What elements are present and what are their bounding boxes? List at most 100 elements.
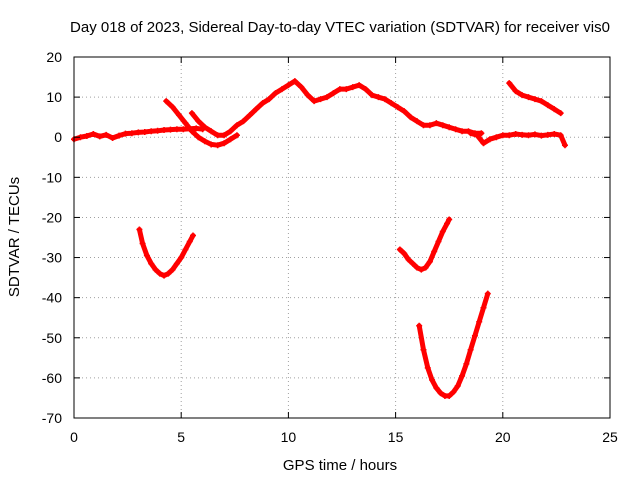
data-point xyxy=(259,100,266,107)
data-point xyxy=(165,270,172,277)
data-point xyxy=(405,256,412,263)
data-point xyxy=(471,332,478,339)
y-tick-label: -40 xyxy=(42,290,62,306)
data-point xyxy=(407,114,414,121)
data-point xyxy=(152,266,159,273)
data-point xyxy=(227,136,234,143)
data-point xyxy=(519,92,526,99)
data-point xyxy=(311,98,318,105)
data-point xyxy=(193,125,200,132)
data-point xyxy=(484,290,491,297)
data-point xyxy=(201,138,208,145)
series-arc-baseline-early xyxy=(71,125,206,143)
y-tick-label: -70 xyxy=(42,410,62,426)
data-point xyxy=(136,226,143,233)
data-point xyxy=(446,216,453,223)
data-point xyxy=(422,264,429,271)
data-point xyxy=(272,90,279,97)
data-point xyxy=(525,94,532,101)
y-tick-label: -60 xyxy=(42,370,62,386)
y-tick-label: 20 xyxy=(46,49,62,65)
data-point xyxy=(444,220,451,227)
data-point xyxy=(420,346,427,353)
data-point xyxy=(544,131,551,138)
data-point xyxy=(356,82,363,89)
data-point xyxy=(437,390,444,397)
series-arc-late-decline xyxy=(506,80,564,117)
data-point xyxy=(435,238,442,245)
data-point xyxy=(330,90,337,97)
data-point xyxy=(561,142,568,149)
data-point xyxy=(401,250,408,257)
data-point xyxy=(163,98,170,105)
data-point xyxy=(414,118,421,125)
data-point xyxy=(478,130,485,137)
data-point xyxy=(186,238,193,245)
data-point xyxy=(467,346,474,353)
data-point xyxy=(143,252,150,259)
data-point xyxy=(240,118,247,125)
data-point xyxy=(195,134,202,141)
data-point xyxy=(109,135,116,142)
data-point xyxy=(291,78,298,85)
data-point xyxy=(459,128,466,135)
series-trace xyxy=(468,130,568,148)
data-point xyxy=(557,132,564,139)
series-arc-deep-bowl xyxy=(416,290,491,399)
series-arc-morning-bowl xyxy=(136,226,196,279)
x-tick-label: 5 xyxy=(177,429,185,445)
x-tick-label: 10 xyxy=(281,429,297,445)
data-point xyxy=(557,110,564,117)
gridlines xyxy=(74,57,610,418)
data-point xyxy=(90,131,97,138)
data-point xyxy=(499,132,506,139)
data-point xyxy=(148,260,155,267)
data-point xyxy=(173,260,180,267)
data-point xyxy=(375,94,382,101)
data-point xyxy=(246,112,253,119)
data-point xyxy=(182,120,189,127)
chart-title: Day 018 of 2023, Sidereal Day-to-day VTE… xyxy=(70,19,610,36)
data-point xyxy=(336,86,343,93)
y-tick-label: -30 xyxy=(42,250,62,266)
data-point xyxy=(459,372,466,379)
data-point xyxy=(429,376,436,383)
data-point xyxy=(394,104,401,111)
data-point xyxy=(178,254,185,261)
data-point xyxy=(83,133,90,140)
y-tick-label: -10 xyxy=(42,169,62,185)
data-point xyxy=(161,272,168,279)
data-point xyxy=(304,92,311,99)
data-point xyxy=(285,82,292,89)
data-point xyxy=(426,122,433,129)
data-point xyxy=(253,106,260,113)
data-point xyxy=(189,232,196,239)
data-point xyxy=(493,134,500,141)
data-point xyxy=(433,384,440,391)
data-point xyxy=(525,132,532,139)
x-tick-label: 0 xyxy=(70,429,78,445)
data-point xyxy=(96,133,103,140)
data-point xyxy=(531,131,538,138)
data-point xyxy=(506,132,513,139)
data-point xyxy=(476,318,483,325)
data-point xyxy=(169,266,176,273)
data-point xyxy=(362,86,369,93)
data-point xyxy=(266,96,273,103)
data-point xyxy=(396,246,403,253)
x-axis-label: GPS time / hours xyxy=(283,457,397,474)
data-point xyxy=(551,106,558,113)
data-point xyxy=(317,96,324,103)
data-point xyxy=(208,141,215,148)
data-point xyxy=(439,122,446,129)
data-point xyxy=(182,246,189,253)
data-point xyxy=(538,132,545,139)
data-point xyxy=(173,126,180,133)
data-point xyxy=(369,92,376,99)
data-point xyxy=(467,130,474,137)
data-point xyxy=(167,126,174,133)
data-point xyxy=(433,120,440,127)
data-point xyxy=(156,270,163,277)
data-point xyxy=(233,132,240,139)
